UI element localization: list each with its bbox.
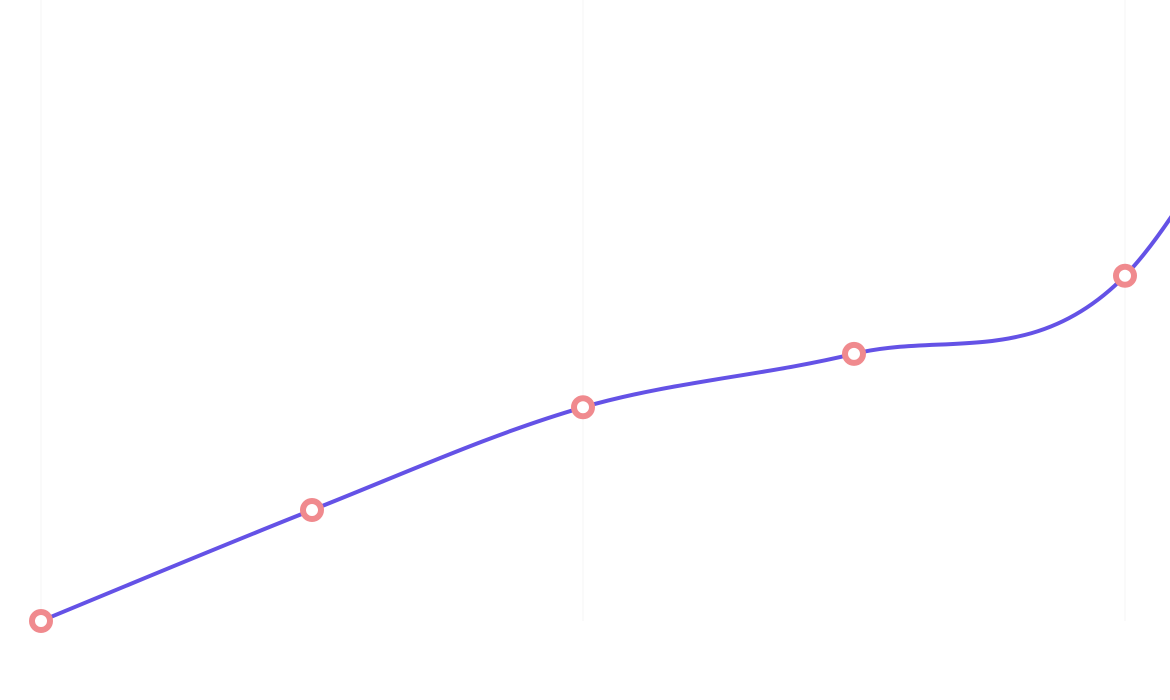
marker — [1113, 263, 1137, 288]
marker — [29, 609, 53, 633]
marker — [300, 498, 324, 523]
marker — [842, 341, 866, 366]
marker — [571, 395, 595, 420]
line — [39, 215, 1170, 623]
